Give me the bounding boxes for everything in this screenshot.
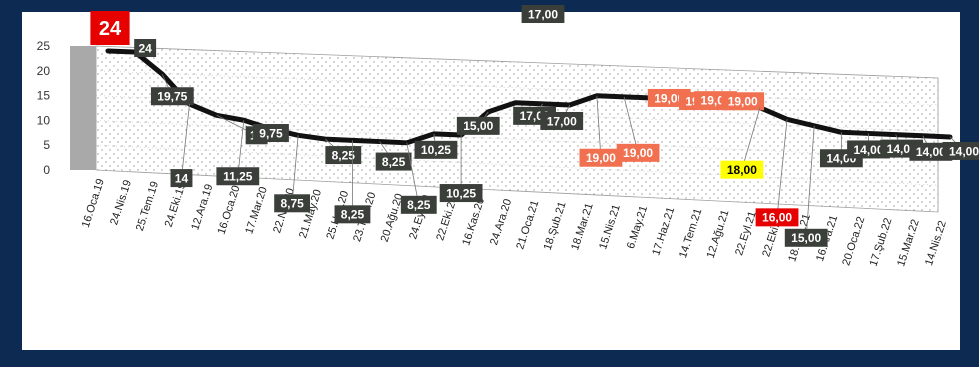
- data-label-box: [274, 194, 311, 213]
- x-tick-label: 16.Oca.20: [216, 184, 243, 236]
- data-label-box: [720, 160, 764, 179]
- data-label: 15,00: [463, 119, 493, 133]
- leader-line: [291, 135, 299, 204]
- leader-line: [776, 119, 788, 218]
- x-tick-label: 15.Mar.22: [895, 218, 922, 268]
- data-label: 14,00: [887, 142, 917, 156]
- data-label: 19,00: [586, 151, 616, 165]
- x-tick-label: 16.Oca.19: [80, 177, 107, 229]
- x-tick-label: 14.Nis.22: [923, 219, 949, 267]
- data-label-box: [579, 148, 623, 167]
- data-label: 17,00: [528, 7, 558, 21]
- data-label: 24: [99, 18, 122, 40]
- leader-line: [805, 125, 815, 238]
- data-label-box: [755, 208, 799, 227]
- gridline: [95, 95, 939, 132]
- data-label-box: [150, 87, 194, 106]
- x-tick-label: 6.May.21: [625, 204, 650, 250]
- data-label: 8,25: [332, 148, 356, 162]
- x-tick-label: 22.Eyl.21: [733, 210, 759, 257]
- data-label-box: [909, 142, 953, 161]
- y-tick-label: 25: [37, 39, 51, 53]
- data-label: 14,00: [916, 145, 946, 159]
- data-label-box: [414, 140, 458, 159]
- x-tick-label: 24.Nis.19: [108, 179, 134, 227]
- y-tick-label: 20: [37, 64, 51, 78]
- data-label-box: [942, 141, 979, 160]
- leader-line: [741, 107, 761, 170]
- data-label-box: [540, 111, 584, 130]
- data-label: 8,25: [407, 198, 431, 212]
- x-tick-label: 17.Şub.22: [868, 217, 895, 268]
- x-tick-label: 18.Mar.21: [569, 202, 596, 252]
- data-label: 19,75: [157, 90, 187, 104]
- data-label: 19,00: [623, 146, 653, 160]
- data-label-box: [456, 116, 500, 135]
- x-tick-label: 17.Mar.20: [243, 185, 270, 235]
- x-tick-label: 15.Nis.21: [597, 203, 623, 251]
- series-line: [105, 48, 953, 146]
- side-wall: [70, 46, 96, 170]
- data-label-box: [334, 205, 371, 224]
- x-tick-label: 20.Oca.22: [840, 215, 867, 267]
- x-tick-label: 12.Ara.19: [189, 183, 215, 232]
- data-label: 14,00: [949, 144, 979, 158]
- gridline: [95, 144, 939, 186]
- leader-line: [406, 142, 420, 205]
- x-tick-label: 25.Tem.19: [134, 180, 161, 233]
- x-tick-label: 12.Ağu.21: [705, 208, 732, 259]
- y-tick-label: 10: [37, 113, 51, 127]
- data-label: 24: [138, 41, 152, 55]
- y-tick-label: 15: [37, 89, 51, 103]
- data-label: 11,25: [223, 170, 253, 184]
- data-label-box: [784, 228, 828, 247]
- x-tick-label: 14.Tem.21: [677, 207, 704, 260]
- data-label-box: [616, 143, 660, 162]
- data-label: 10,25: [421, 143, 451, 157]
- data-label: 15,00: [791, 231, 821, 245]
- data-label-box: [90, 11, 130, 45]
- data-label: 19,00: [654, 91, 684, 105]
- data-label-box: [400, 195, 437, 214]
- data-label-box: [375, 152, 412, 171]
- data-label: 18,00: [727, 163, 757, 177]
- data-label: 10,25: [446, 186, 476, 200]
- x-tick-label: 21.Oca.21: [514, 199, 541, 251]
- x-tick-label: 18.Şub.21: [542, 200, 569, 251]
- data-label: 8,25: [382, 155, 406, 169]
- data-label-box: [721, 92, 765, 111]
- x-tick-label: 16.Kas.20: [460, 196, 487, 247]
- data-label-box: [439, 184, 483, 203]
- gridline: [95, 120, 939, 159]
- data-label: 9,75: [259, 126, 283, 140]
- data-label: 8,75: [280, 197, 304, 211]
- data-label-box: [847, 140, 890, 159]
- data-label-box: [216, 167, 260, 186]
- data-label: 14: [175, 171, 189, 185]
- data-label-box: [134, 39, 157, 58]
- x-tick-label: 17.Haz.21: [650, 206, 677, 257]
- leader-line: [623, 96, 639, 153]
- data-label-box: [170, 169, 193, 188]
- data-label: 14,00: [854, 143, 884, 157]
- x-tick-label: 24.Eki.19: [163, 181, 189, 228]
- data-label: 19,00: [728, 95, 758, 109]
- x-tick-label: 24.Ara.20: [488, 198, 514, 247]
- data-label: 16,00: [762, 211, 792, 225]
- data-label: 17,00: [547, 114, 577, 128]
- plot-area: [95, 45, 939, 213]
- y-tick-label: 0: [43, 163, 50, 177]
- leader-line: [181, 104, 190, 179]
- gridline: [95, 70, 939, 106]
- y-tick-label: 5: [43, 138, 50, 152]
- leader-line: [237, 120, 245, 177]
- data-label: 8,25: [341, 208, 365, 222]
- gridline: [95, 45, 939, 79]
- data-label-box: [253, 124, 289, 143]
- data-label-box: [521, 5, 565, 23]
- leader-line: [596, 95, 602, 158]
